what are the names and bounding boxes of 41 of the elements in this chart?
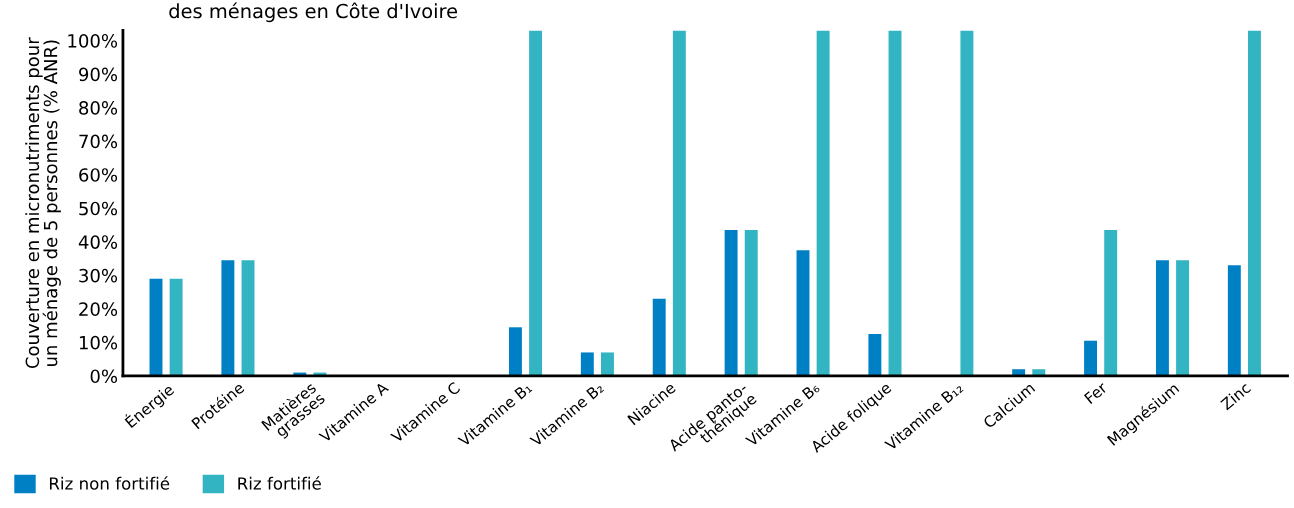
bar: [724, 230, 738, 376]
y-tick-label: 100%: [68, 34, 118, 48]
bar: [221, 260, 235, 376]
y-tick-label: 50%: [79, 201, 118, 216]
y-tick-label: 90%: [79, 67, 118, 82]
y-tick-label: 70%: [79, 134, 118, 149]
bar: [1084, 340, 1098, 376]
bar: [652, 298, 666, 376]
bar: [1176, 260, 1190, 376]
bar: [1104, 230, 1118, 376]
bar: [960, 30, 974, 376]
legend-label: Riz fortifié: [238, 476, 321, 490]
bar: [796, 250, 810, 376]
legend-label: Riz non fortifié: [49, 476, 170, 490]
y-tick-label: 0%: [90, 369, 118, 384]
bar: [169, 278, 183, 376]
bar: [529, 30, 543, 376]
chart-title: des ménages en Côte d'Ivoire: [169, 2, 458, 23]
bar: [1247, 30, 1261, 376]
bar: [1227, 265, 1241, 376]
bar: [868, 334, 882, 376]
bar: [1155, 260, 1169, 376]
bar: [816, 30, 830, 376]
y-tick-label: 60%: [79, 168, 118, 182]
bar: [149, 278, 163, 376]
bar: [672, 30, 686, 376]
y-tick-label: 30%: [79, 268, 118, 283]
bar: [241, 260, 255, 376]
y-tick-label: 20%: [79, 302, 118, 316]
bar: [744, 230, 758, 376]
bar: [1012, 369, 1026, 376]
bar: [580, 352, 594, 376]
x-tick-label: Fer: [1083, 381, 1109, 405]
y-tick-label: 80%: [79, 101, 118, 115]
bar: [1032, 369, 1046, 376]
bar: [600, 352, 614, 376]
y-tick-label: 40%: [78, 235, 118, 249]
bar: [508, 327, 522, 376]
y-tick-label: 10%: [79, 335, 118, 350]
y-axis-title: Couverture en micronutriments pour un ménage de 5 personnes (% ANR): [25, 37, 61, 369]
bar: [888, 30, 902, 376]
